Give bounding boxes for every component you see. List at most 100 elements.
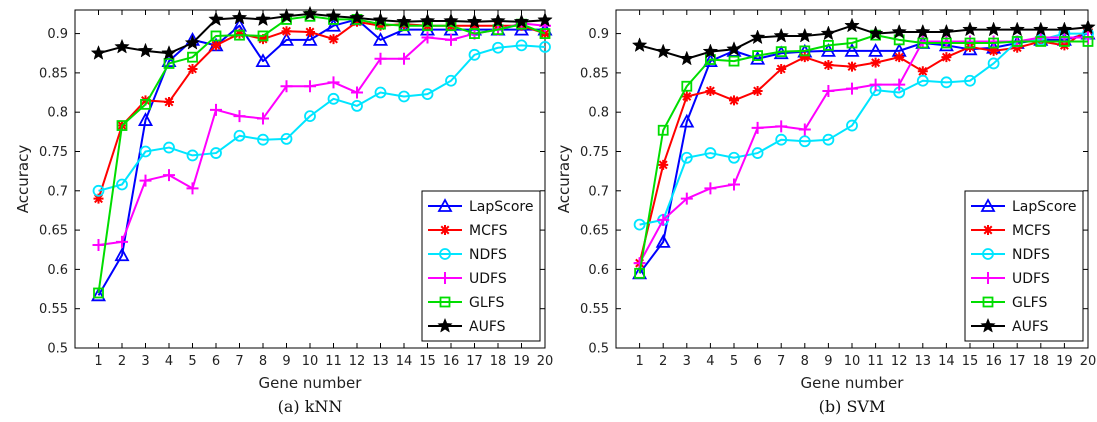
data-point-aufs (1033, 21, 1049, 37)
data-point-glfs (775, 46, 787, 58)
data-point-aufs (1056, 21, 1073, 37)
data-point-lapscore (325, 17, 342, 32)
y-tick-label: 0.9 (588, 27, 609, 42)
data-point-mcfs (164, 96, 174, 107)
data-point-ndfs (539, 41, 551, 53)
x-tick-label: 13 (372, 354, 389, 369)
data-point-ndfs (798, 135, 811, 148)
x-tick-label: 15 (419, 354, 436, 369)
legend-label-glfs: GLFS (1012, 295, 1047, 311)
chart-knn: 0.50.550.60.650.70.750.80.850.91 2 3 4 5 6 7 8 9… (14, 5, 553, 416)
data-point-mcfs (752, 85, 763, 96)
data-point-glfs (163, 58, 175, 69)
legend-label-glfs: GLFS (469, 295, 504, 311)
data-point-mcfs (776, 63, 787, 74)
data-point-udfs (257, 112, 269, 125)
data-point-udfs (445, 33, 457, 46)
x-tick-label: 8 (801, 354, 809, 369)
data-point-udfs (846, 82, 858, 95)
x-tick-label: 1 (635, 354, 643, 369)
data-point-glfs (799, 45, 811, 57)
data-point-aufs (655, 43, 671, 59)
data-point-ndfs (210, 147, 222, 159)
data-point-ndfs (515, 39, 528, 52)
data-point-aufs (702, 43, 719, 59)
data-point-ndfs (233, 129, 246, 142)
data-point-udfs (398, 52, 410, 65)
data-point-aufs (396, 13, 412, 29)
data-point-mcfs (352, 16, 362, 27)
data-point-mcfs (93, 193, 104, 204)
data-point-mcfs (211, 40, 221, 51)
data-point-udfs (351, 86, 363, 99)
x-tick-label: 16 (443, 354, 460, 369)
data-point-glfs (210, 30, 222, 42)
data-point-glfs (469, 28, 480, 39)
data-point-lapscore (750, 50, 766, 65)
data-point-udfs (869, 78, 882, 91)
data-point-mcfs (823, 60, 834, 71)
data-point-aufs (325, 8, 342, 23)
data-point-aufs (137, 42, 154, 58)
x-tick-label: 18 (1033, 354, 1050, 369)
x-tick-label: 6 (753, 354, 761, 369)
y-tick-label: 0.75 (39, 145, 68, 160)
y-tick-label: 0.5 (588, 342, 609, 357)
data-point-lapscore (90, 287, 107, 302)
data-point-aufs (161, 45, 177, 60)
x-tick-label: 17 (1009, 354, 1026, 369)
y-tick-label: 0.65 (39, 224, 68, 239)
legend-marker-udfs (982, 272, 994, 284)
data-point-udfs (374, 52, 387, 65)
data-point-lapscore (679, 113, 695, 128)
data-point-ndfs (704, 147, 717, 159)
data-point-ndfs (398, 90, 410, 103)
y-tick-label: 0.55 (39, 302, 68, 317)
y-tick-label: 0.7 (588, 184, 609, 199)
data-point-udfs (186, 182, 199, 195)
data-point-ndfs (633, 218, 646, 231)
data-point-aufs (184, 34, 201, 50)
x-tick-label: 15 (962, 354, 979, 369)
data-point-aufs (797, 27, 813, 43)
data-point-aufs (278, 8, 295, 23)
subfigure-caption: (b) SVM (819, 397, 886, 416)
legend-label-mcfs: MCFS (1012, 223, 1051, 239)
legend-marker-udfs (439, 272, 451, 284)
data-point-glfs (1059, 36, 1070, 47)
y-tick-label: 0.8 (47, 106, 68, 121)
x-tick-label: 2 (118, 354, 126, 369)
data-point-mcfs (469, 20, 480, 31)
data-point-lapscore (114, 247, 130, 262)
y-axis-label: Accuracy (14, 145, 32, 214)
data-point-ndfs (163, 141, 175, 154)
data-point-udfs (728, 178, 740, 191)
data-point-glfs (634, 267, 645, 279)
data-point-lapscore (302, 31, 318, 46)
data-point-lapscore (844, 42, 860, 57)
x-tick-label: 5 (188, 354, 196, 369)
data-point-udfs (304, 80, 316, 93)
data-point-mcfs (729, 95, 739, 106)
legend-label-udfs: UDFS (469, 271, 507, 287)
data-point-lapscore (137, 112, 154, 126)
y-tick-label: 0.6 (588, 263, 609, 278)
data-point-ndfs (940, 76, 953, 89)
y-tick-label: 0.5 (47, 342, 68, 357)
legend-label-aufs: AUFS (1012, 319, 1049, 335)
legend-label-mcfs: MCFS (469, 223, 508, 239)
y-tick-label: 0.9 (47, 27, 68, 42)
legend-label-lapscore: LapScore (469, 199, 533, 215)
data-point-ndfs (257, 133, 269, 146)
data-point-ndfs (916, 74, 929, 87)
data-point-ndfs (680, 151, 693, 164)
legend-marker-mcfs (440, 225, 450, 235)
data-point-mcfs (375, 20, 386, 31)
subfigure-caption: (a) kNN (278, 397, 343, 416)
data-point-ndfs (92, 184, 105, 197)
data-point-aufs (466, 13, 483, 29)
data-point-lapscore (278, 31, 295, 46)
data-point-mcfs (540, 28, 550, 39)
chart-svm: 0.50.550.60.650.70.750.80.850.91 2 3 4 5 6 7 8 9… (555, 9, 1096, 416)
